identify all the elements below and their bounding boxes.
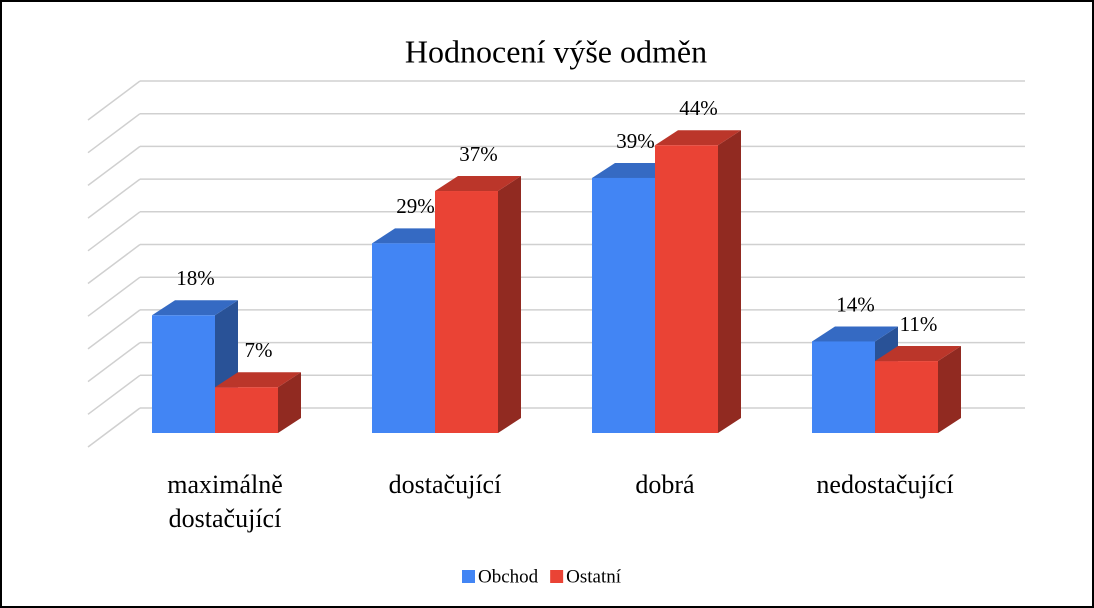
data-label: 14% (836, 292, 875, 316)
grid-line-side (87, 276, 141, 317)
data-label: 44% (679, 96, 718, 120)
bar-top (152, 300, 238, 316)
grid-line-side (87, 211, 141, 252)
bar (435, 191, 498, 433)
legend-swatch (550, 570, 564, 583)
bar (875, 361, 938, 433)
data-label: 11% (900, 312, 938, 336)
bar (812, 341, 875, 433)
data-label: 39% (616, 129, 655, 153)
grid-line-side (87, 407, 141, 448)
x-tick-label: nedostačující (816, 470, 954, 499)
grid-line-side (87, 113, 141, 154)
legend-label: Obchod (478, 566, 539, 587)
grid-line-side (87, 243, 141, 285)
bar-side (278, 372, 301, 433)
bar-top (655, 130, 741, 146)
bar (152, 315, 215, 433)
data-label: 37% (459, 142, 498, 166)
data-label: 29% (396, 194, 435, 218)
bar-side (718, 130, 741, 434)
legend-label: Ostatní (566, 566, 622, 587)
chart-title: Hodnocení výše odměn (405, 33, 707, 69)
grid-line-side (87, 80, 141, 121)
bar (372, 243, 435, 433)
bar-top (875, 346, 961, 362)
bar-side (938, 346, 961, 433)
x-tick-label: dostačující (388, 470, 502, 499)
x-tick-label: dobrá (635, 470, 695, 499)
x-tick-label: maximálně dostačující (167, 470, 283, 533)
bar (215, 387, 278, 433)
bar-top (215, 372, 301, 388)
data-label: 18% (176, 266, 215, 290)
bar-side (498, 176, 521, 433)
bar (592, 177, 655, 433)
grid-line-side (87, 342, 141, 383)
grid-line-side (87, 178, 141, 219)
data-label: 7% (245, 338, 273, 362)
legend-swatch (462, 570, 475, 583)
grid-line-side (87, 374, 141, 415)
bar-top (812, 326, 898, 342)
grid-line-side (87, 145, 141, 186)
grid-line-side (87, 309, 141, 350)
bar-top (435, 176, 521, 192)
bar (655, 145, 718, 434)
